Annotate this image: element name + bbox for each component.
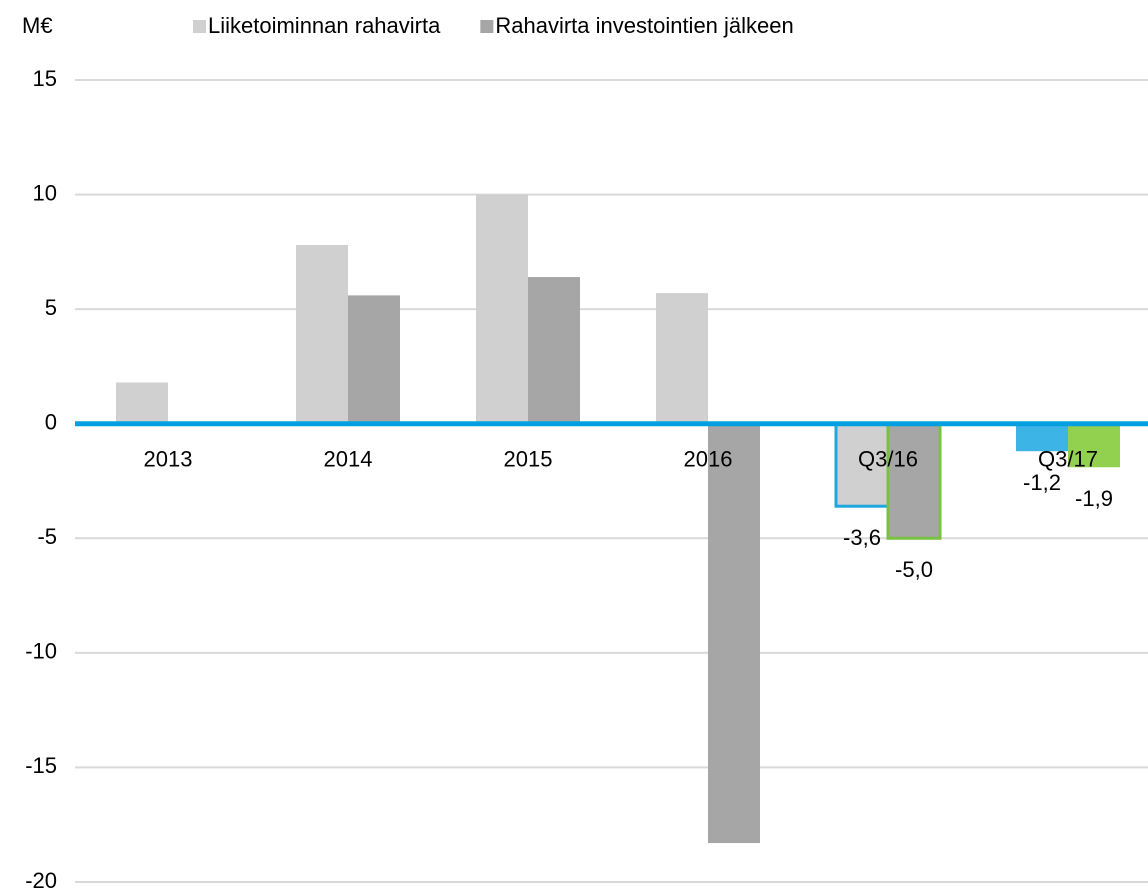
x-tick-label: Q3/17 <box>1038 447 1098 472</box>
y-tick-label: 0 <box>45 410 57 435</box>
bar <box>1016 423 1068 452</box>
bar <box>834 422 890 508</box>
value-label: -1,9 <box>1075 486 1113 511</box>
x-tick-label: 2016 <box>684 447 733 472</box>
bar <box>528 277 580 424</box>
y-axis-label: M€ <box>22 13 53 38</box>
value-label: -5,0 <box>895 557 933 582</box>
bar <box>476 194 528 424</box>
y-tick-label: -15 <box>25 753 57 778</box>
x-tick-label: 2014 <box>324 447 373 472</box>
bar <box>656 293 708 424</box>
legend-swatch <box>480 20 494 33</box>
y-tick-label: 10 <box>33 180 57 205</box>
bar <box>296 244 348 424</box>
bar <box>708 423 760 844</box>
value-label: -1,2 <box>1023 470 1061 495</box>
legend-swatch <box>193 20 206 33</box>
bar <box>116 382 168 424</box>
y-tick-label: 15 <box>33 66 57 91</box>
y-tick-label: -10 <box>25 639 57 664</box>
y-tick-label: 5 <box>45 295 57 320</box>
legend-label: Rahavirta investointien jälkeen <box>495 13 793 38</box>
bar <box>348 295 400 424</box>
y-tick-label: -20 <box>25 868 57 893</box>
x-tick-label: 2015 <box>504 447 553 472</box>
value-label: -3,6 <box>843 525 881 550</box>
y-tick-label: -5 <box>37 524 57 549</box>
x-tick-label: Q3/16 <box>858 447 918 472</box>
bar <box>1068 423 1120 468</box>
x-tick-label: 2013 <box>144 447 193 472</box>
bar <box>886 422 942 540</box>
legend-label: Liiketoiminnan rahavirta <box>208 13 441 38</box>
